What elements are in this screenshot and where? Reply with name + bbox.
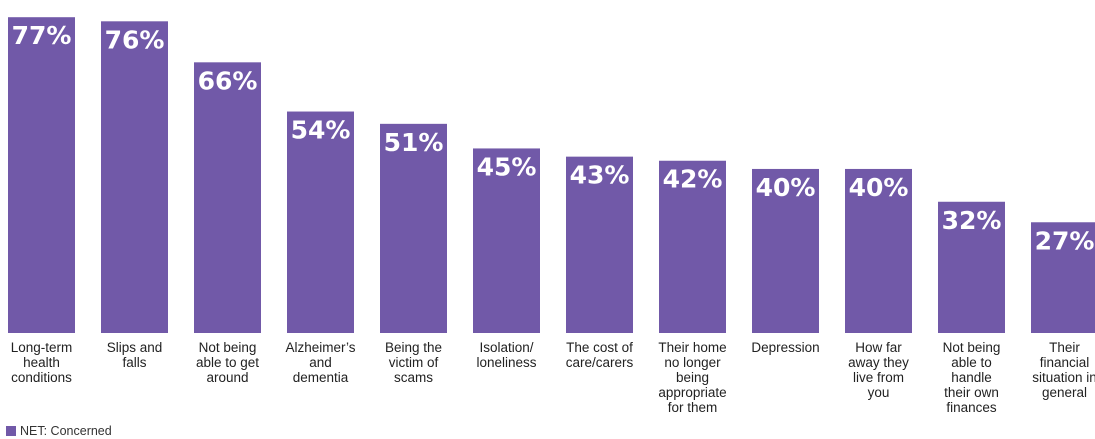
category-label-line: falls xyxy=(122,355,147,370)
category-label-line: Their xyxy=(1049,340,1080,355)
value-label-5: 51% xyxy=(384,128,444,157)
category-label-line: being xyxy=(675,370,710,385)
category-label-line: their own xyxy=(944,385,999,400)
category-label-line: Not being xyxy=(942,340,1001,355)
category-label-line: finances xyxy=(946,400,997,415)
legend-swatch xyxy=(6,426,16,436)
category-label-line: no longer xyxy=(664,355,721,370)
bar-6 xyxy=(473,148,540,333)
category-label-line: financial xyxy=(1039,355,1090,370)
category-label-line: handle xyxy=(951,370,992,385)
category-label-2: Slips and falls xyxy=(93,340,177,370)
category-label-12: Their financial situation in general xyxy=(1023,340,1095,400)
category-label-line: and xyxy=(309,355,332,370)
category-label-line: Isolation/ xyxy=(479,340,534,355)
value-label-2: 76% xyxy=(105,25,165,54)
category-label-line: health xyxy=(23,355,60,370)
category-label-3: Not being able to get around xyxy=(186,340,270,385)
value-label-10: 40% xyxy=(849,173,909,202)
category-label-line: Being the xyxy=(384,340,443,355)
category-label-line: live from xyxy=(852,370,904,385)
value-label-4: 54% xyxy=(291,116,351,145)
bar-11 xyxy=(938,201,1005,333)
category-label-4: Alzheimer’s and dementia xyxy=(279,340,363,385)
category-label-line: victim of xyxy=(388,355,439,370)
bar-1 xyxy=(8,17,75,333)
category-label-line: away they xyxy=(848,355,909,370)
category-label-line: you xyxy=(867,385,890,400)
category-label-line: able to xyxy=(951,355,992,370)
value-label-1: 77% xyxy=(12,21,72,50)
category-label-line: for them xyxy=(667,400,718,415)
category-label-line: Long-term xyxy=(10,340,73,355)
category-label-11: Not being able to handle their own finances xyxy=(930,340,1014,415)
legend-label: NET: Concerned xyxy=(20,424,112,438)
category-label-line: situation in xyxy=(1032,370,1095,385)
category-label-line: The cost of xyxy=(566,340,633,355)
category-label-7: The cost of care/carers xyxy=(558,340,642,370)
value-label-8: 42% xyxy=(663,165,723,194)
category-label-line: appropriate xyxy=(658,385,727,400)
category-label-line: conditions xyxy=(11,370,72,385)
category-label-line: loneliness xyxy=(476,355,537,370)
bar-12 xyxy=(1031,222,1095,333)
bar-2 xyxy=(101,21,168,333)
category-label-line: How far xyxy=(855,340,902,355)
value-label-7: 43% xyxy=(570,161,630,190)
category-label-10: How far away they live from you xyxy=(837,340,921,400)
bar-4 xyxy=(287,111,354,333)
bar-10 xyxy=(845,168,912,333)
category-label-5: Being the victim of scams xyxy=(372,340,456,385)
category-label-line: around xyxy=(206,370,249,385)
value-label-11: 32% xyxy=(942,206,1002,235)
category-label-line: care/carers xyxy=(565,355,634,370)
category-label-9: Depression xyxy=(744,340,828,355)
category-label-line: general xyxy=(1041,385,1088,400)
category-label-line: Not being xyxy=(198,340,257,355)
bar-7 xyxy=(566,156,633,333)
category-label-line: Slips and xyxy=(106,340,163,355)
bar-3 xyxy=(194,62,261,333)
legend: NET: Concerned xyxy=(6,424,112,438)
category-label-line: Alzheimer’s xyxy=(285,340,356,355)
category-label-line: able to get xyxy=(195,355,260,370)
category-label-8: Their home no longer being appropriate for t… xyxy=(651,340,735,415)
bar-5 xyxy=(380,123,447,333)
category-label-1: Long-term health conditions xyxy=(0,340,84,385)
value-label-6: 45% xyxy=(477,152,537,181)
category-label-line: Their home xyxy=(658,340,727,355)
value-label-12: 27% xyxy=(1035,226,1095,255)
bar-8 xyxy=(659,160,726,333)
value-label-9: 40% xyxy=(756,173,816,202)
category-label-6: Isolation/loneliness xyxy=(465,340,549,370)
category-label-line: Depression xyxy=(751,340,820,355)
category-label-line: dementia xyxy=(292,370,349,385)
bar-9 xyxy=(752,168,819,333)
category-label-line: scams xyxy=(393,370,433,385)
value-label-3: 66% xyxy=(198,66,258,95)
